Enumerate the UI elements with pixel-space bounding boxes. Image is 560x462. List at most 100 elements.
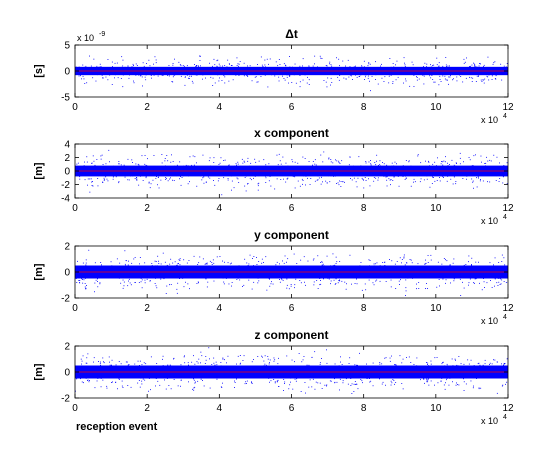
data-point xyxy=(179,260,181,261)
data-point xyxy=(223,75,225,76)
data-point xyxy=(308,274,310,276)
data-point xyxy=(86,173,88,175)
data-point xyxy=(313,375,315,377)
data-point xyxy=(79,178,81,180)
data-point xyxy=(482,68,484,70)
data-point xyxy=(229,263,231,265)
data-point xyxy=(366,378,368,379)
data-point xyxy=(210,173,212,174)
data-point xyxy=(462,69,464,71)
data-point xyxy=(439,180,441,182)
data-point xyxy=(138,273,140,275)
data-point xyxy=(290,284,292,285)
data-point xyxy=(153,73,154,75)
data-point xyxy=(484,287,485,288)
data-point xyxy=(429,165,430,167)
data-point xyxy=(118,161,120,162)
data-point xyxy=(149,72,150,73)
data-point xyxy=(263,166,264,168)
data-point xyxy=(329,268,331,270)
data-point xyxy=(257,270,259,272)
data-point xyxy=(483,79,485,81)
data-point xyxy=(161,68,163,69)
data-point xyxy=(476,177,477,179)
y-tick-label: -4 xyxy=(61,194,70,205)
data-point xyxy=(460,270,462,272)
data-point xyxy=(286,377,288,378)
data-point xyxy=(197,264,199,265)
data-point xyxy=(314,173,316,174)
data-point xyxy=(123,72,125,73)
data-point xyxy=(333,169,335,171)
data-point xyxy=(100,173,102,175)
data-point xyxy=(157,184,158,186)
data-point xyxy=(265,268,267,270)
data-point xyxy=(247,160,249,162)
y-axis-label: [s] xyxy=(33,64,45,78)
data-point xyxy=(270,269,272,271)
data-point xyxy=(294,361,295,363)
data-point xyxy=(426,66,427,68)
data-point xyxy=(354,169,356,171)
data-point xyxy=(317,66,318,68)
data-point xyxy=(451,71,452,73)
data-point xyxy=(132,162,133,163)
data-point xyxy=(390,66,392,68)
data-point xyxy=(291,359,293,361)
data-point xyxy=(246,74,247,76)
data-point xyxy=(401,175,403,177)
data-point xyxy=(302,374,304,376)
data-point xyxy=(144,282,146,284)
data-point xyxy=(202,380,203,381)
data-point xyxy=(479,364,481,366)
data-point xyxy=(140,272,142,274)
data-point xyxy=(135,68,137,70)
data-point xyxy=(361,289,363,291)
data-point xyxy=(276,380,278,382)
data-point xyxy=(161,277,163,279)
data-point xyxy=(298,276,300,277)
data-point xyxy=(118,181,120,183)
data-point xyxy=(121,66,123,68)
data-point xyxy=(313,258,315,260)
data-point xyxy=(502,182,504,184)
data-point xyxy=(260,76,262,77)
data-point xyxy=(284,381,286,383)
data-point xyxy=(494,371,496,372)
data-point xyxy=(295,82,297,84)
data-point xyxy=(177,174,178,176)
data-point xyxy=(347,72,349,74)
data-point xyxy=(166,378,168,379)
data-point xyxy=(400,377,402,378)
data-point xyxy=(326,349,327,351)
data-point xyxy=(261,168,263,170)
data-point xyxy=(402,176,404,177)
data-point xyxy=(160,263,162,265)
data-point xyxy=(361,177,363,179)
data-point xyxy=(388,82,390,84)
data-point xyxy=(486,168,488,169)
data-point xyxy=(379,267,381,269)
x-tick-label: 8 xyxy=(361,203,367,214)
data-point xyxy=(493,67,495,69)
data-point xyxy=(367,75,369,77)
data-point xyxy=(196,283,198,284)
data-point xyxy=(355,181,357,183)
data-point xyxy=(386,176,388,178)
data-point xyxy=(491,79,493,80)
data-point xyxy=(364,173,366,174)
data-point xyxy=(463,58,465,60)
data-point xyxy=(288,388,290,390)
data-point xyxy=(251,69,253,71)
data-point xyxy=(303,356,305,357)
data-point xyxy=(101,174,103,176)
data-point xyxy=(341,268,342,270)
data-point xyxy=(413,67,414,69)
data-point xyxy=(165,177,167,178)
data-point xyxy=(265,175,266,177)
data-point xyxy=(393,369,394,370)
data-point xyxy=(93,72,95,74)
data-point xyxy=(463,381,465,383)
data-point xyxy=(118,373,120,375)
data-point xyxy=(405,80,407,82)
